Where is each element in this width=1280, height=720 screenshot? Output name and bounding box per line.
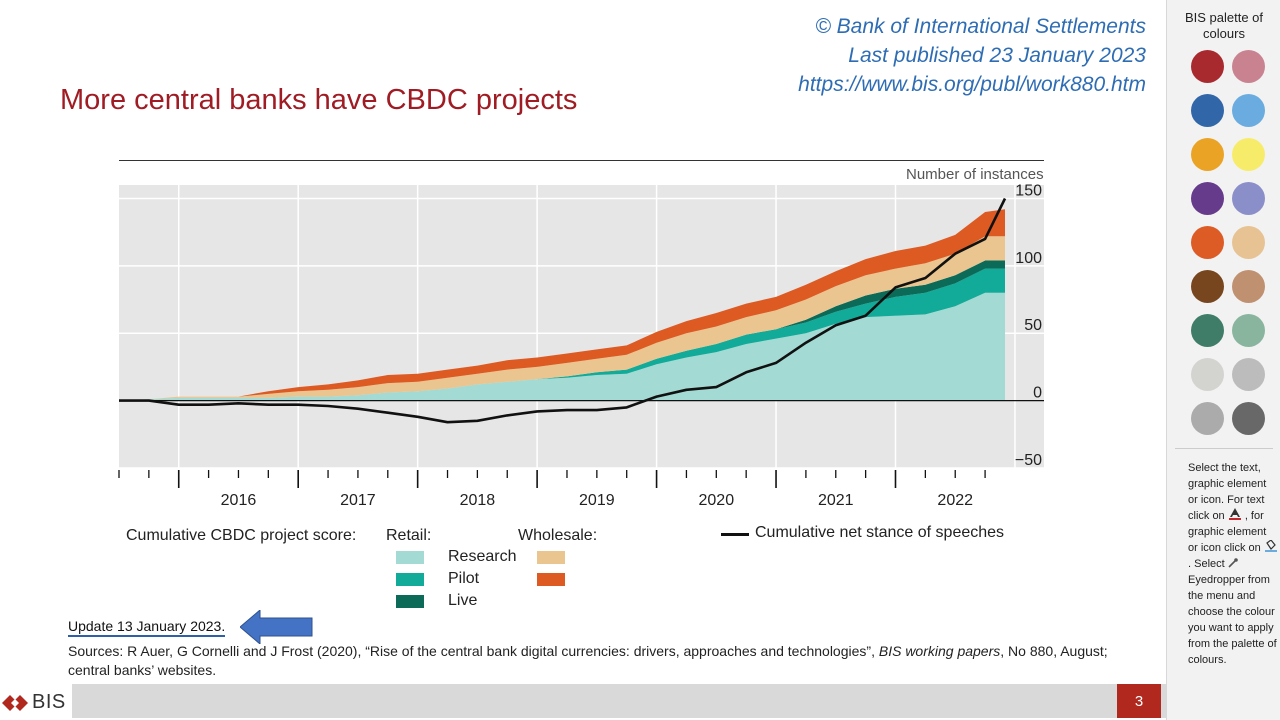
help-text-2: , for graphic element or icon click on	[1188, 510, 1267, 554]
legend-swatch-retail-pilot	[396, 573, 424, 586]
sources-note: Sources: R Auer, G Cornelli and J Frost …	[68, 642, 1148, 680]
fill-bucket-icon	[1264, 539, 1277, 552]
x-tick-label: 2016	[221, 492, 257, 509]
legend-swatch-retail-live	[396, 595, 424, 608]
palette-swatch-sand[interactable]	[1232, 226, 1265, 259]
help-text-3: . Select	[1188, 558, 1225, 570]
palette-swatch-orange[interactable]	[1191, 226, 1224, 259]
legend-retail-heading: Retail:	[386, 527, 432, 544]
legend-line-speeches	[721, 533, 749, 536]
palette-swatch-light-blue[interactable]	[1232, 94, 1265, 127]
copyright-line: © Bank of International Settlements	[815, 15, 1146, 38]
help-text-4: Eyedropper from the menu and choose the …	[1188, 574, 1277, 666]
chart-top-rule	[119, 160, 1044, 161]
y-tick-label: −50	[1015, 452, 1042, 469]
y-tick-label: 100	[1015, 250, 1042, 267]
palette-swatch-sage[interactable]	[1232, 314, 1265, 347]
sources-suffix: , No 880, August; central banks’ website…	[68, 643, 1108, 678]
x-tick-label: 2021	[818, 492, 854, 509]
legend-label-speeches: Cumulative net stance of speeches	[755, 524, 1005, 541]
x-tick-label: 2020	[699, 492, 735, 509]
palette-swatch-green[interactable]	[1191, 314, 1224, 347]
y-tick-label: 150	[1015, 182, 1042, 199]
cbdc-chart: −50 0 50 100 150 2016 2017 2018 2019 2020 2021 2022	[118, 182, 1044, 509]
legend-heading: Cumulative CBDC project score:	[126, 527, 357, 544]
area-wholesale-research	[119, 236, 1005, 401]
x-tick-label: 2018	[460, 492, 496, 509]
palette-swatch-amber[interactable]	[1191, 138, 1224, 171]
help-text-1: Select the text, graphic element or icon…	[1188, 462, 1267, 522]
y-tick-label: 0	[1033, 385, 1042, 402]
legend-label-research: Research	[448, 548, 517, 565]
source-url-link[interactable]: https://www.bis.org/publ/work880.htm	[798, 73, 1146, 96]
x-tick-label: 2022	[937, 492, 973, 509]
line-speeches	[119, 197, 1007, 424]
palette-swatch-dark-red[interactable]	[1191, 50, 1224, 83]
x-tick-label: 2017	[340, 492, 376, 509]
bis-logo-text: BIS	[32, 691, 66, 713]
palette-swatch-grey[interactable]	[1191, 402, 1224, 435]
palette-swatch-silver[interactable]	[1232, 358, 1265, 391]
palette-swatch-purple[interactable]	[1191, 182, 1224, 215]
slide: © Bank of International Settlements Last…	[2, 12, 1166, 718]
left-arrow-icon	[240, 610, 313, 644]
sources-prefix: Sources: R Auer, G Cornelli and J Frost …	[68, 643, 879, 659]
palette-swatch-brown[interactable]	[1191, 270, 1224, 303]
sources-italic: BIS working papers	[878, 643, 1001, 659]
legend-swatch-retail-research	[396, 551, 424, 564]
copyright-block: © Bank of International Settlements Last…	[798, 12, 1146, 99]
bis-logo: BIS	[2, 691, 66, 714]
area-wholesale-pilot	[119, 209, 1005, 401]
font-color-icon	[1228, 508, 1241, 520]
panel-divider	[1175, 448, 1273, 449]
palette-swatch-blue[interactable]	[1191, 94, 1224, 127]
legend-label-live: Live	[448, 592, 478, 609]
palette-swatch-tan[interactable]	[1232, 270, 1265, 303]
x-tick-label: 2019	[579, 492, 615, 509]
eyedropper-icon	[1228, 558, 1238, 568]
page-number: 3	[1117, 684, 1161, 718]
legend-label-pilot: Pilot	[448, 570, 480, 587]
palette-swatch-yellow[interactable]	[1232, 138, 1265, 171]
palette-title: BIS palette of colours	[1184, 10, 1264, 41]
palette-swatch-rose[interactable]	[1232, 50, 1265, 83]
update-note: Update 13 January 2023.	[68, 618, 226, 637]
area-retail-research	[119, 292, 1005, 401]
legend-wholesale-heading: Wholesale:	[518, 527, 598, 544]
y-axis-unit-label: Number of instances	[906, 166, 1044, 183]
slide-title: More central banks have CBDC projects	[60, 84, 578, 116]
legend-swatch-wholesale-pilot	[537, 573, 565, 586]
palette-swatch-dark-grey[interactable]	[1232, 402, 1265, 435]
palette-panel: BIS palette of colours Select the text, …	[1166, 0, 1280, 720]
footer-bar	[72, 684, 1166, 718]
palette-swatch-lavender[interactable]	[1232, 182, 1265, 215]
y-tick-label: 50	[1024, 317, 1042, 334]
published-line: Last published 23 January 2023	[848, 44, 1146, 67]
palette-help-text: Select the text, graphic element or icon…	[1188, 460, 1278, 668]
bis-logo-icon	[2, 694, 28, 711]
palette-swatch-light-grey[interactable]	[1191, 358, 1224, 391]
legend-swatch-wholesale-research	[537, 551, 565, 564]
